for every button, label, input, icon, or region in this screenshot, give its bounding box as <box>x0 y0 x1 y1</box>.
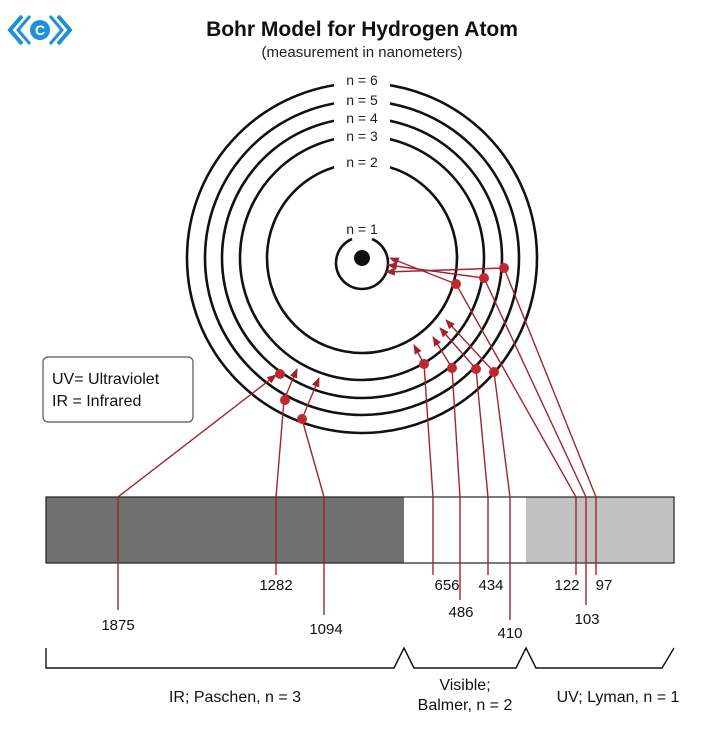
wavelength-97: 97 <box>596 577 613 594</box>
transition-97 <box>385 267 597 575</box>
series-label-paschen: IR; Paschen, n = 3 <box>169 689 301 706</box>
transition-486 <box>432 336 461 600</box>
emission-dot <box>297 414 307 424</box>
page-subtitle: (measurement in nanometers) <box>262 44 463 61</box>
emission-dot <box>471 364 481 374</box>
wavelength-486: 486 <box>448 604 473 621</box>
transition-656 <box>413 344 434 575</box>
lyman-transitions <box>385 257 597 605</box>
emission-dot <box>451 279 461 289</box>
emission-dot <box>280 395 290 405</box>
wavelength-656: 656 <box>434 577 459 594</box>
page-title: Bohr Model for Hydrogen Atom <box>206 18 518 41</box>
orbit-label-n5: n = 5 <box>346 92 378 108</box>
spectrum-visible-region <box>404 497 526 563</box>
orbit-n1 <box>334 237 390 291</box>
transition-1875 <box>117 374 277 610</box>
emission-dot <box>499 263 509 273</box>
wavelength-122: 122 <box>554 577 579 594</box>
orbit-label-n3: n = 3 <box>346 128 378 144</box>
emission-dot <box>419 359 429 369</box>
paschen-transitions <box>117 368 325 615</box>
series-label-balmer-line1: Visible; <box>439 677 490 694</box>
series-braces <box>45 646 675 669</box>
orbit-label-n4: n = 4 <box>346 110 378 126</box>
wavelength-103: 103 <box>574 611 599 628</box>
legend-uv: UV= Ultraviolet <box>52 371 160 388</box>
emission-dot <box>479 273 489 283</box>
wavelength-410: 410 <box>497 625 522 642</box>
series-label-balmer-line2: Balmer, n = 2 <box>418 697 513 714</box>
series-label-lyman: UV; Lyman, n = 1 <box>557 689 680 706</box>
wavelength-434: 434 <box>478 577 503 594</box>
orbit-label-n1: n = 1 <box>346 221 378 237</box>
spectrum-ir-region <box>46 497 404 563</box>
transition-410 <box>445 319 511 620</box>
nucleus <box>354 250 370 266</box>
spectrum-bar <box>45 496 675 564</box>
transition-103 <box>387 262 587 605</box>
transition-1282 <box>275 368 298 575</box>
orbit-label-n6: n = 6 <box>346 72 378 88</box>
emission-dot <box>275 369 285 379</box>
emission-dot <box>489 367 499 377</box>
logo-letter: C <box>35 22 45 38</box>
transition-434 <box>439 327 489 575</box>
balmer-transitions <box>413 319 511 620</box>
transition-1094 <box>301 377 325 615</box>
wavelength-1282: 1282 <box>259 577 292 594</box>
orbit-label-n2: n = 2 <box>346 154 378 170</box>
legend: UV= Ultraviolet IR = Infrared <box>42 356 194 423</box>
chevron-c-logo-icon: C <box>7 14 73 46</box>
spectrum-uv-region <box>526 497 674 563</box>
wavelength-1094: 1094 <box>309 621 342 638</box>
wavelength-1875: 1875 <box>101 617 134 634</box>
legend-ir: IR = Infrared <box>52 393 141 410</box>
emission-dot <box>447 363 457 373</box>
